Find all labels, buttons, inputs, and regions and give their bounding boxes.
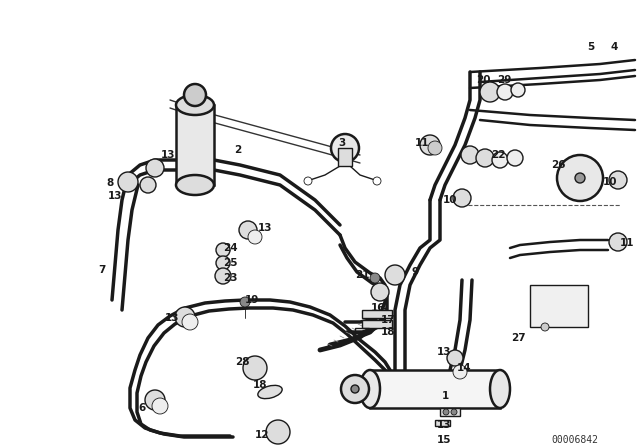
Bar — [530, 285, 588, 327]
Bar — [362, 320, 392, 328]
Circle shape — [373, 177, 381, 185]
Circle shape — [370, 273, 380, 283]
Circle shape — [145, 390, 165, 410]
Ellipse shape — [184, 84, 206, 106]
Circle shape — [451, 409, 457, 415]
Text: 23: 23 — [223, 273, 237, 283]
Circle shape — [476, 149, 494, 167]
Text: 18: 18 — [253, 380, 268, 390]
Text: 18: 18 — [381, 327, 396, 337]
Circle shape — [609, 171, 627, 189]
Circle shape — [182, 314, 198, 330]
Circle shape — [461, 146, 479, 164]
Circle shape — [420, 135, 440, 155]
Circle shape — [240, 297, 250, 307]
Circle shape — [453, 365, 467, 379]
Text: 13: 13 — [108, 191, 122, 201]
Bar — [440, 408, 460, 416]
Bar — [355, 328, 369, 333]
Text: 29: 29 — [497, 75, 511, 85]
Text: 24: 24 — [223, 243, 237, 253]
Text: 20: 20 — [476, 75, 490, 85]
Text: 6: 6 — [138, 403, 146, 413]
Bar — [435, 420, 450, 426]
Text: 14: 14 — [457, 363, 471, 373]
Text: 11: 11 — [620, 238, 634, 248]
Text: 00006842: 00006842 — [552, 435, 598, 445]
Circle shape — [331, 134, 359, 162]
Text: 17: 17 — [381, 315, 396, 325]
Circle shape — [304, 177, 312, 185]
Text: 9: 9 — [412, 267, 419, 277]
Text: 11: 11 — [415, 138, 429, 148]
Text: 4: 4 — [611, 42, 618, 52]
Circle shape — [371, 283, 389, 301]
Text: 10: 10 — [603, 177, 617, 187]
Text: 7: 7 — [99, 265, 106, 275]
Circle shape — [243, 356, 267, 380]
Circle shape — [175, 307, 195, 327]
Text: 8: 8 — [106, 178, 114, 188]
Circle shape — [609, 233, 627, 251]
Circle shape — [216, 256, 230, 270]
Text: 10: 10 — [443, 195, 457, 205]
Text: 16: 16 — [371, 303, 385, 313]
Text: 2: 2 — [234, 145, 242, 155]
Circle shape — [447, 350, 463, 366]
Circle shape — [266, 420, 290, 444]
Text: 5: 5 — [588, 42, 595, 52]
Circle shape — [575, 173, 585, 183]
Text: 19: 19 — [245, 295, 259, 305]
Circle shape — [215, 268, 231, 284]
Circle shape — [140, 177, 156, 193]
Text: 21: 21 — [355, 270, 369, 280]
Circle shape — [507, 150, 523, 166]
Ellipse shape — [360, 370, 380, 408]
Text: 22: 22 — [491, 150, 505, 160]
Text: 15: 15 — [436, 435, 451, 445]
Bar — [176, 105, 214, 185]
Circle shape — [118, 172, 138, 192]
Circle shape — [497, 84, 513, 100]
Text: 3: 3 — [339, 138, 346, 148]
Ellipse shape — [258, 385, 282, 399]
Text: 12: 12 — [255, 430, 269, 440]
Circle shape — [428, 141, 442, 155]
Circle shape — [511, 83, 525, 97]
Bar — [338, 148, 352, 166]
Ellipse shape — [176, 175, 214, 195]
Text: 1: 1 — [442, 391, 449, 401]
Circle shape — [443, 409, 449, 415]
Ellipse shape — [176, 95, 214, 115]
Ellipse shape — [490, 370, 510, 408]
Circle shape — [216, 243, 230, 257]
Circle shape — [453, 189, 471, 207]
Circle shape — [480, 82, 500, 102]
Circle shape — [385, 265, 405, 285]
Circle shape — [351, 385, 359, 393]
Text: 13: 13 — [164, 313, 179, 323]
Circle shape — [239, 221, 257, 239]
Circle shape — [248, 230, 262, 244]
Text: 13: 13 — [161, 150, 175, 160]
Ellipse shape — [341, 375, 369, 403]
Text: 28: 28 — [235, 357, 249, 367]
Text: 13: 13 — [436, 420, 451, 430]
Bar — [370, 370, 500, 408]
Text: 25: 25 — [223, 258, 237, 268]
Text: 13: 13 — [436, 347, 451, 357]
Circle shape — [541, 323, 549, 331]
Text: 13: 13 — [258, 223, 272, 233]
Text: 27: 27 — [511, 333, 525, 343]
Text: 26: 26 — [551, 160, 565, 170]
Bar — [362, 310, 392, 318]
Circle shape — [492, 152, 508, 168]
Circle shape — [146, 159, 164, 177]
Circle shape — [152, 398, 168, 414]
Ellipse shape — [557, 155, 603, 201]
